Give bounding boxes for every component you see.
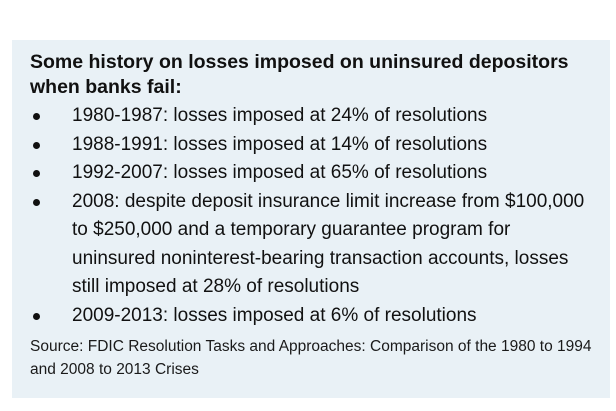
- bullet-list: 1980-1987: losses imposed at 24% of reso…: [30, 102, 596, 330]
- list-item-text: 1988-1991: losses imposed at 14% of reso…: [72, 133, 488, 155]
- bullet-icon: [33, 141, 40, 149]
- list-item: 2009-2013: losses imposed at 6% of resol…: [30, 302, 596, 331]
- bullet-icon: [33, 113, 40, 120]
- bullet-icon: [33, 170, 40, 177]
- bullet-icon: [33, 198, 40, 206]
- list-item-text: 2008: despite deposit insurance limit in…: [72, 190, 585, 298]
- list-item: 1992-2007: losses imposed at 65% of reso…: [30, 159, 596, 188]
- list-item-text: 2009-2013: losses imposed at 6% of resol…: [72, 304, 477, 326]
- panel-title: Some history on losses imposed on uninsu…: [30, 51, 569, 98]
- info-panel: Some history on losses imposed on uninsu…: [12, 40, 610, 398]
- bullet-icon: [33, 312, 40, 320]
- list-item: 2008: despite deposit insurance limit in…: [30, 188, 596, 302]
- list-item: 1980-1987: losses imposed at 24% of reso…: [30, 102, 596, 131]
- source-citation: Source: FDIC Resolution Tasks and Approa…: [30, 338, 592, 378]
- list-item: 1988-1991: losses imposed at 14% of reso…: [30, 131, 596, 160]
- list-item-text: 1992-2007: losses imposed at 65% of reso…: [72, 162, 488, 183]
- list-item-text: 1980-1987: losses imposed at 24% of reso…: [72, 105, 488, 126]
